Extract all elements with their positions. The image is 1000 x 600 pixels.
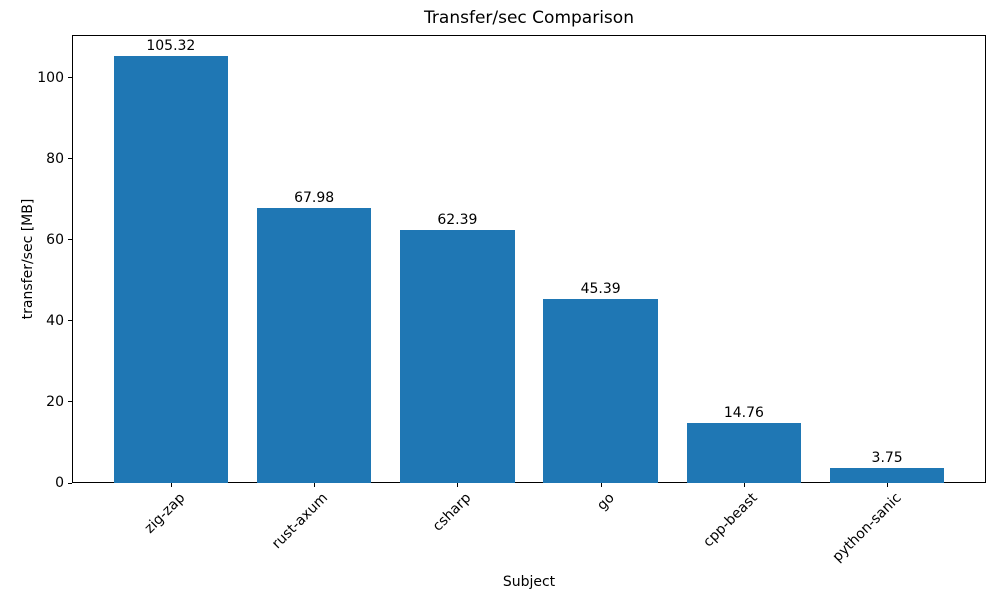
x-axis-tick-label-cpp-beast: cpp-beast: [700, 490, 762, 551]
y-axis-tick: [68, 239, 72, 241]
x-axis-tick: [170, 483, 172, 487]
x-axis-tick-label-rust-axum: rust-axum: [269, 490, 332, 553]
y-axis-tick-label: 60: [46, 231, 64, 248]
y-axis-tick: [68, 401, 72, 403]
x-axis-tick: [457, 483, 459, 487]
x-axis-tick-label-csharp: csharp: [430, 490, 475, 535]
bar-value-label: 62.39: [437, 212, 478, 229]
bar-go: [543, 299, 658, 483]
chart-title: Transfer/sec Comparison: [424, 8, 634, 28]
y-axis-tick: [68, 482, 72, 484]
bar-python-sanic: [829, 467, 945, 483]
bar-value-label: 105.32: [146, 38, 196, 55]
x-axis-tick-label-zig-zap: zig-zap: [141, 490, 189, 537]
bar-value-label: 14.76: [723, 405, 764, 422]
x-axis-tick: [743, 483, 745, 487]
x-axis-tick: [314, 483, 316, 487]
y-axis-tick: [68, 77, 72, 79]
bar-value-label: 45.39: [580, 281, 621, 298]
bar-value-label: 3.75: [871, 449, 903, 466]
y-axis-label: transfer/sec [MB]: [20, 198, 36, 320]
bar-zig-zap: [113, 56, 229, 483]
y-axis-tick-label: 20: [46, 393, 64, 410]
bar-value-label: 67.98: [294, 189, 335, 206]
bar-rust-axum: [256, 207, 372, 483]
x-axis-tick: [887, 483, 889, 487]
bar-csharp: [400, 230, 515, 483]
y-axis-tick-label: 40: [46, 312, 64, 329]
bar-cpp-beast: [686, 423, 802, 483]
x-axis-tick: [600, 483, 602, 487]
x-axis-tick-label-go: go: [594, 490, 618, 514]
y-axis-tick-label: 80: [46, 150, 64, 167]
x-axis-tick-label-python-sanic: python-sanic: [829, 490, 905, 566]
y-axis-tick-label: 100: [37, 69, 64, 86]
y-axis-tick: [68, 320, 72, 322]
x-axis-label: Subject: [502, 574, 556, 590]
y-axis-tick-label: 0: [55, 475, 64, 491]
y-axis-tick: [68, 158, 72, 160]
